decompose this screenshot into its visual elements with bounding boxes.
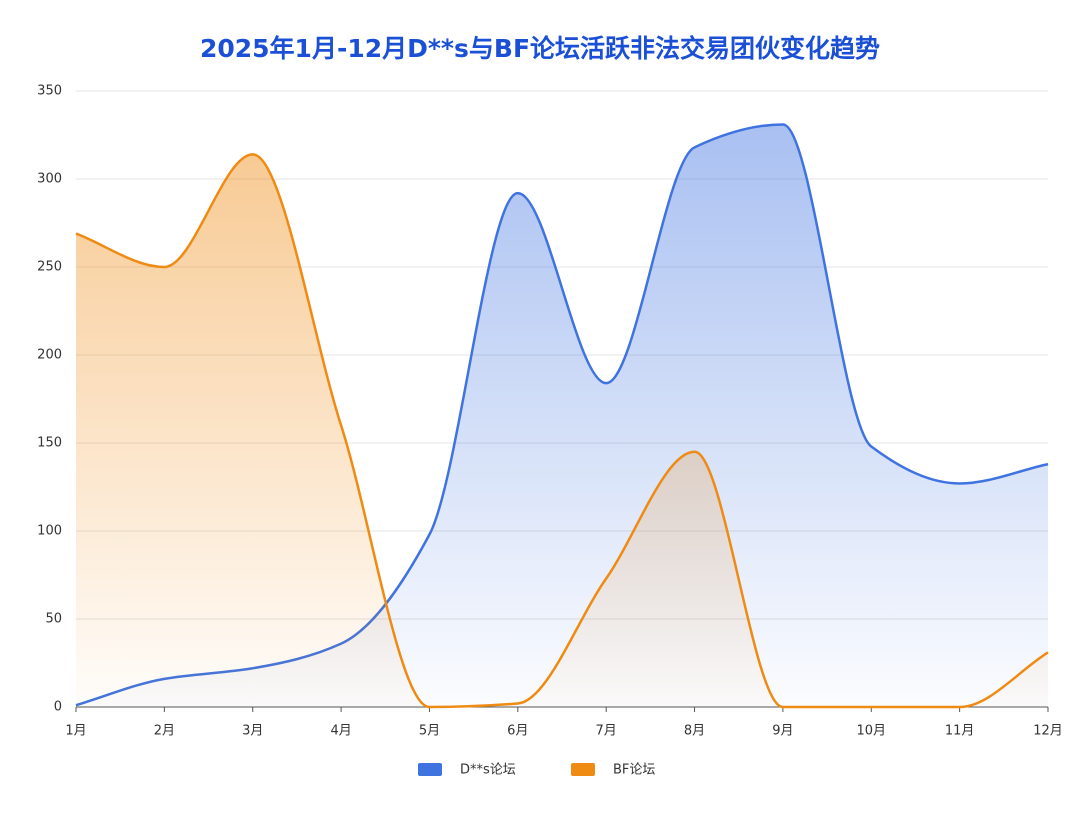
legend-swatch: [571, 763, 595, 776]
x-tick-label: 3月: [242, 724, 263, 739]
area: [76, 154, 1048, 708]
x-tick-label: 2月: [154, 724, 175, 739]
x-tick-label: 11月: [945, 724, 975, 739]
legend-swatch: [418, 763, 442, 776]
chart-title: 2025年1月-12月D**s与BF论坛活跃非法交易团伙变化趋势: [200, 34, 880, 63]
y-tick-label: 250: [37, 260, 62, 275]
y-tick-label: 300: [37, 172, 62, 187]
x-tick-label: 6月: [507, 724, 528, 739]
line: [75, 153, 1049, 709]
legend-label: D**s论坛: [460, 763, 516, 778]
x-tick-label: 9月: [772, 724, 793, 739]
y-tick-label: 0: [54, 700, 62, 715]
x-tick-label: 10月: [856, 724, 886, 739]
x-tick-label: 4月: [330, 724, 351, 739]
x-tick-label: 1月: [65, 724, 86, 739]
x-tick-label: 7月: [596, 724, 617, 739]
y-tick-label: 200: [37, 348, 62, 363]
y-tick-label: 150: [37, 436, 62, 451]
y-tick-label: 100: [37, 524, 62, 539]
x-tick-label: 12月: [1033, 724, 1063, 739]
area: [76, 124, 1048, 707]
x-tick-label: 8月: [684, 724, 705, 739]
y-tick-label: 50: [45, 612, 62, 627]
y-tick-label: 350: [37, 84, 62, 99]
x-tick-label: 5月: [419, 724, 440, 739]
legend-label: BF论坛: [613, 763, 655, 778]
